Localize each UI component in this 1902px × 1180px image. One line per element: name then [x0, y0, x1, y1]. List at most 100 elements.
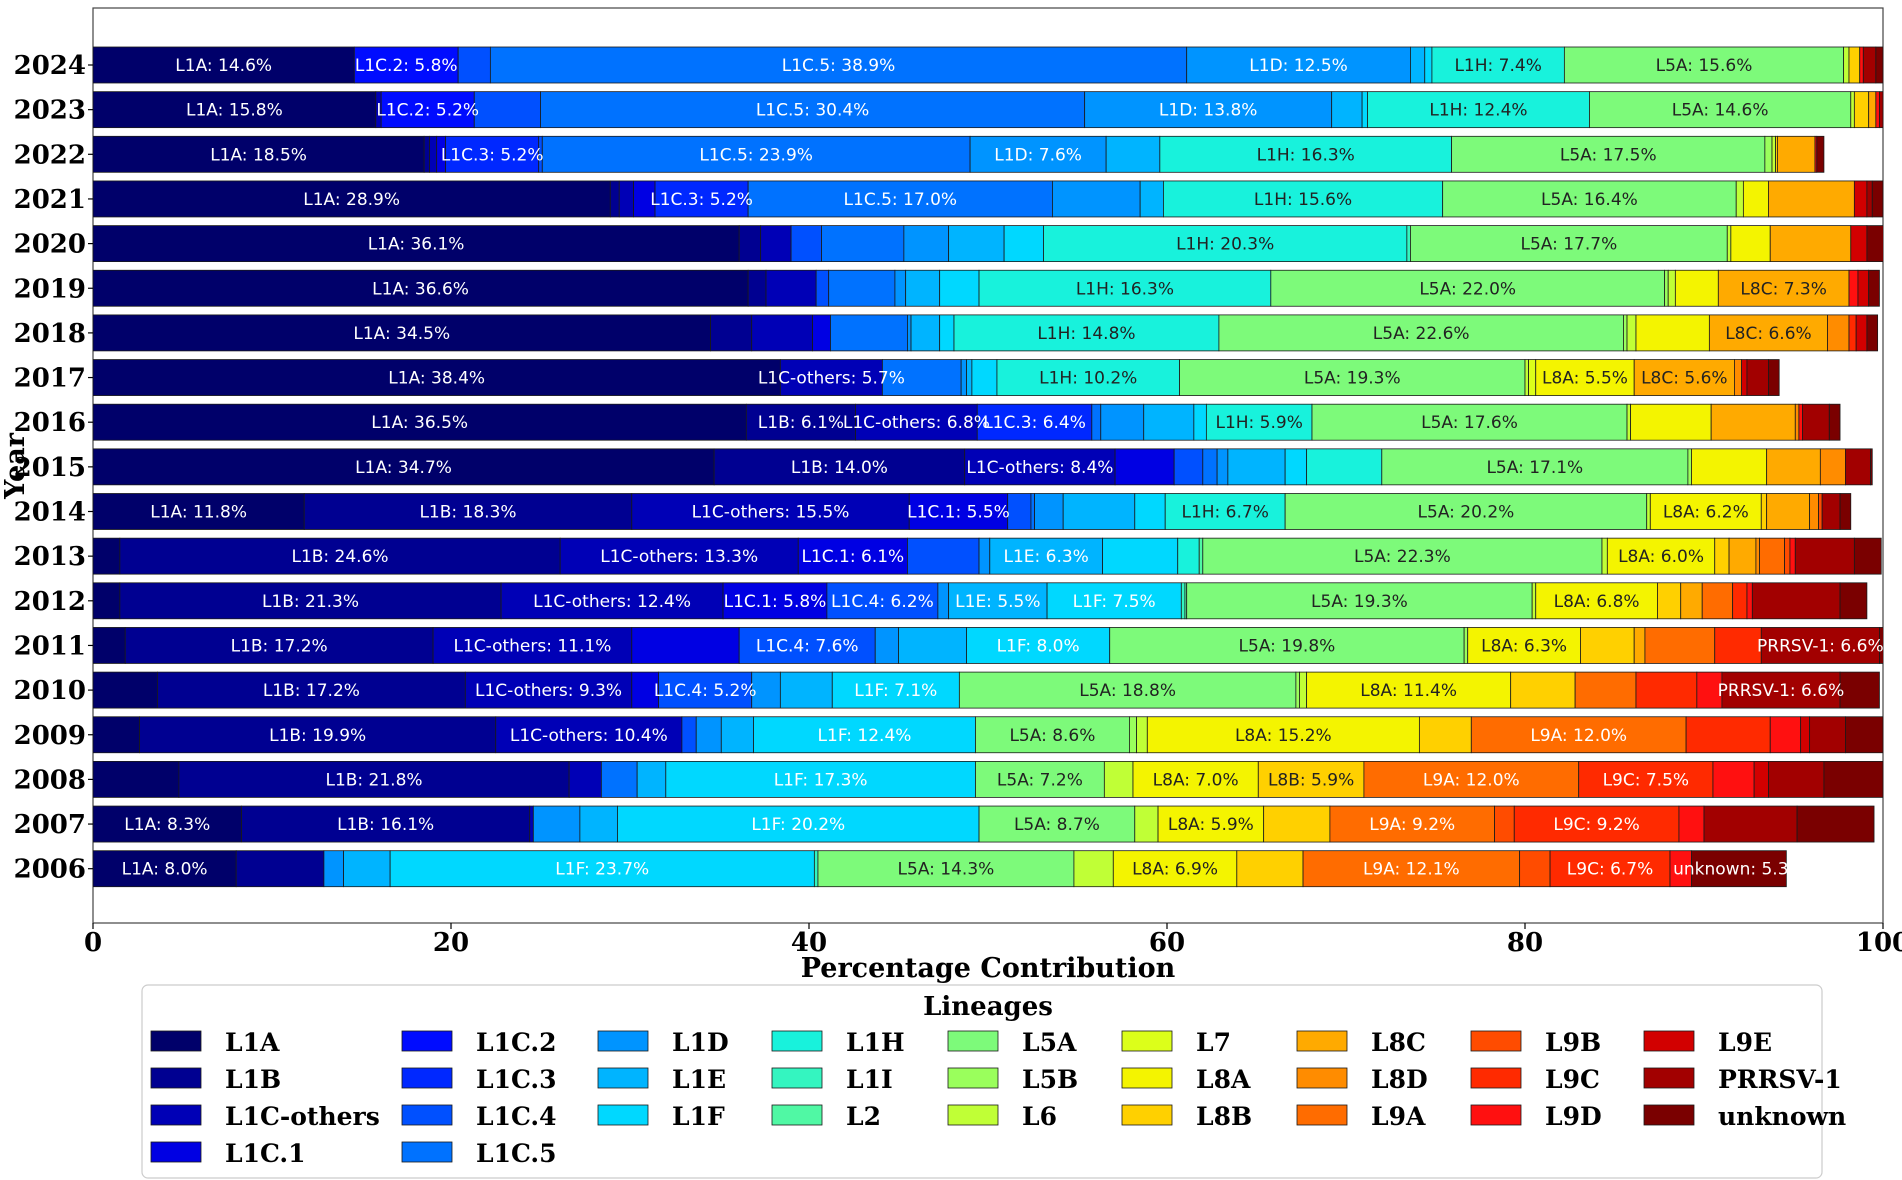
- bar-segment-2019-L1C-others: [765, 269, 817, 307]
- segment-label-2008-L5A: L5A: 7.2%: [997, 770, 1083, 790]
- legend-label-L1C-others: L1C-others: [225, 1102, 380, 1131]
- segment-label-2017-L1C-others: L1C-others: 5.7%: [758, 369, 905, 389]
- bar-segment-2016-L8A: [1630, 403, 1712, 441]
- bar-segment-2018-L1A: [93, 314, 711, 352]
- segment-label-2015-L1A: L1A: 34.7%: [355, 458, 452, 478]
- bar-segment-2014-L1F: [1134, 493, 1166, 530]
- y-tick-2021: 2021: [14, 185, 86, 215]
- bar-segment-2019-L6: [1667, 269, 1676, 307]
- bar-segment-2020-L1C.5: [821, 225, 905, 263]
- bar-segment-2013-L1C.1: [797, 537, 908, 575]
- bar-segment-2012-L8A: [1535, 582, 1658, 620]
- segment-label-2016-L5A: L5A: 17.6%: [1421, 413, 1518, 433]
- bar-segment-2009-L9C: [1685, 716, 1771, 754]
- bar-segment-2015-L1C.5: [1202, 448, 1218, 486]
- legend-swatch-L1F: [597, 1104, 649, 1126]
- segment-label-2016-L1C.3: L1C.3: 6.4%: [983, 413, 1086, 433]
- segment-label-2006-L9C: L9C: 6.7%: [1567, 860, 1653, 880]
- segment-label-2013-L1E: L1E: 6.3%: [1003, 547, 1088, 567]
- bar-segment-2023-L1D: [1084, 91, 1333, 129]
- bar-segment-2006-unknown: [1691, 850, 1787, 888]
- bar-segment-2014-L1E: [1062, 493, 1136, 530]
- bar-segment-2014-L8C: [1766, 493, 1811, 530]
- segment-label-2023-L1C.2: L1C.2: 5.2%: [376, 101, 479, 121]
- bar-segment-2022-L1A: [93, 135, 425, 173]
- bar-segment-2024-L1C.4: [457, 46, 491, 84]
- bar-segment-2010-L5B: [1295, 671, 1300, 709]
- legend-swatch-L9C: [1470, 1067, 1522, 1089]
- bar-segment-2015-L1C.1: [1114, 448, 1175, 486]
- bar-segment-2018-L1C-others: [751, 314, 813, 352]
- segment-label-2020-L5A: L5A: 17.7%: [1520, 235, 1617, 255]
- legend-label-L9D: L9D: [1545, 1102, 1602, 1131]
- bar-segment-2022-L5B: [1764, 135, 1773, 173]
- bar-segment-2021-L1A: [93, 180, 611, 218]
- bar-segment-2008-unknown: [1823, 761, 1883, 798]
- legend-swatch-L1C.3: [401, 1067, 453, 1089]
- bar-segment-2009-L5A: [975, 716, 1130, 754]
- bar-segment-2016-L1F: [1193, 403, 1207, 441]
- bar-segment-2011-L5B: [1463, 627, 1469, 664]
- bar-segment-2012-L1D: [937, 582, 950, 620]
- bar-segment-2022-unknown: [1816, 135, 1825, 173]
- bar-segment-2020-L5A: [1410, 225, 1728, 263]
- bar-segment-2017-L1C-others: [779, 359, 883, 396]
- bar-segment-2007-L1A: [93, 805, 242, 843]
- segment-label-2009-L1C-others: L1C-others: 10.4%: [510, 726, 668, 746]
- bar-segment-2023-L1C.5: [540, 91, 1086, 129]
- bar-segment-2019-L1D: [894, 269, 907, 307]
- legend-swatch-L1B: [150, 1067, 202, 1089]
- bar-segment-2021-L9E: [1853, 180, 1868, 218]
- bar-segment-2015-L1D: [1216, 448, 1229, 486]
- bar-segment-2018-L1B: [710, 314, 753, 352]
- bar-segment-2017-L5A: [1179, 359, 1526, 396]
- bar-segment-2019-L9D: [1848, 269, 1859, 307]
- bar-segment-2009-PRRSV-1: [1809, 716, 1846, 754]
- legend-label-L1F: L1F: [672, 1102, 725, 1131]
- legend-swatch-unknown: [1643, 1104, 1695, 1126]
- bar-segment-2007-L1B: [241, 805, 531, 843]
- legend-swatch-L1I: [771, 1067, 823, 1089]
- bar-segment-2019-L8A: [1674, 269, 1719, 307]
- segment-label-2022-L1C.3: L1C.3: 5.2%: [441, 145, 544, 165]
- segment-label-2008-L1B: L1B: 21.8%: [325, 770, 422, 790]
- legend-swatch-L5A: [947, 1030, 999, 1052]
- bar-segment-2021-L6: [1735, 180, 1744, 218]
- bar-segment-2024-L1D: [1186, 46, 1411, 84]
- x-tick-80: 80: [1507, 928, 1543, 958]
- bar-segment-2019-unknown: [1868, 269, 1880, 307]
- bar-segment-2008-L5A: [975, 761, 1105, 798]
- bar-segment-2008-L6: [1103, 761, 1134, 798]
- bar-segment-2007-L1D: [532, 805, 581, 843]
- bar-segment-2010-L1B: [157, 671, 466, 709]
- bar-segment-2016-L1B: [745, 403, 856, 441]
- legend-label-L9C: L9C: [1545, 1065, 1600, 1094]
- segment-label-2013-L1B: L1B: 24.6%: [291, 547, 388, 567]
- legend-swatch-L6: [947, 1104, 999, 1126]
- bar-segment-2008-L1B: [178, 761, 570, 798]
- legend-label-PRRSV-1: PRRSV-1: [1718, 1065, 1842, 1094]
- legend-label-L5A: L5A: [1022, 1028, 1077, 1057]
- segment-label-2017-L8C: L8C: 5.6%: [1641, 369, 1727, 389]
- legend-title: Lineages: [923, 992, 1053, 1022]
- bar-segment-2011-L9A: [1644, 627, 1716, 664]
- bar-segment-2011-L1C.4: [738, 627, 876, 664]
- bar-segment-2012-L1C.1: [722, 582, 828, 620]
- legend-label-L9E: L9E: [1718, 1028, 1772, 1057]
- legend-swatch-L1C.1: [150, 1141, 202, 1163]
- y-tick-2008: 2008: [14, 765, 86, 795]
- bar-segment-2014-L5A: [1284, 493, 1648, 530]
- bar-segment-2016-PRRSV-1: [1802, 403, 1830, 441]
- bar-segment-2006-L5A: [817, 850, 1075, 888]
- bar-segment-2009-L9E: [1800, 716, 1811, 754]
- bar-segment-2021-L8C: [1768, 180, 1855, 218]
- bar-segment-2006-L9A: [1302, 850, 1521, 888]
- segment-label-2009-L1B: L1B: 19.9%: [269, 726, 366, 746]
- bar-segment-2007-L9B: [1494, 805, 1515, 843]
- bar-segment-2008-L8A: [1132, 761, 1259, 798]
- bar-segment-2010-L1C.4: [658, 671, 753, 709]
- segment-label-2011-L1C-others: L1C-others: 11.1%: [453, 636, 611, 656]
- bar-segment-2011-L1E: [898, 627, 967, 664]
- bar-segment-2009-L9D: [1769, 716, 1802, 754]
